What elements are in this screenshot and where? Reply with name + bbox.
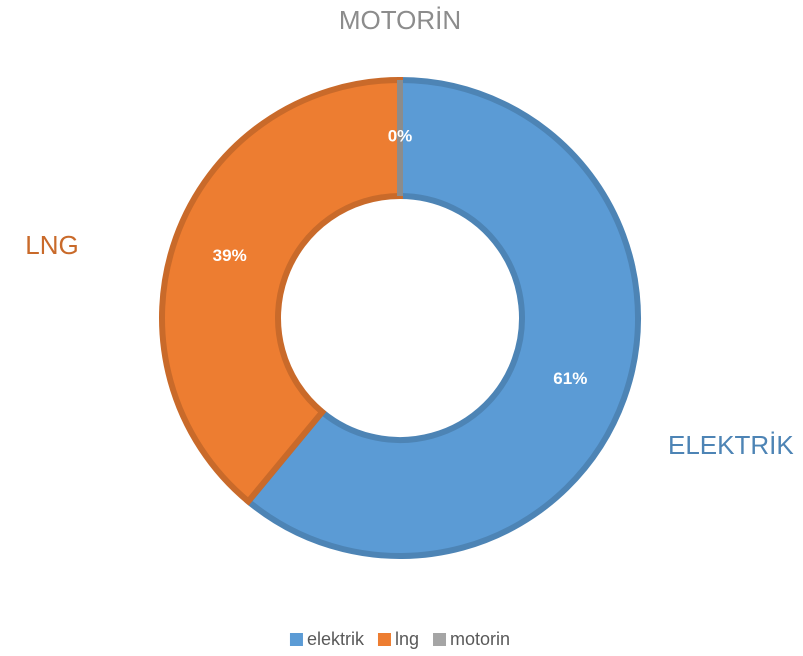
legend-swatch — [289, 633, 303, 646]
legend-swatch — [377, 633, 391, 646]
legend-label: lng — [395, 629, 419, 649]
legend-swatch — [433, 633, 447, 646]
donut-slice — [244, 76, 641, 559]
data-label: 0% — [388, 126, 413, 145]
data-label: 39% — [213, 246, 247, 265]
legend-label: motorin — [450, 629, 510, 649]
category-callout: MOTORİN — [339, 5, 461, 35]
donut-slice — [159, 76, 403, 506]
data-label: 61% — [553, 369, 587, 388]
category-callout: LNG — [25, 230, 78, 260]
legend-label: elektrik — [307, 629, 365, 649]
category-callout: ELEKTRİK — [668, 430, 794, 460]
